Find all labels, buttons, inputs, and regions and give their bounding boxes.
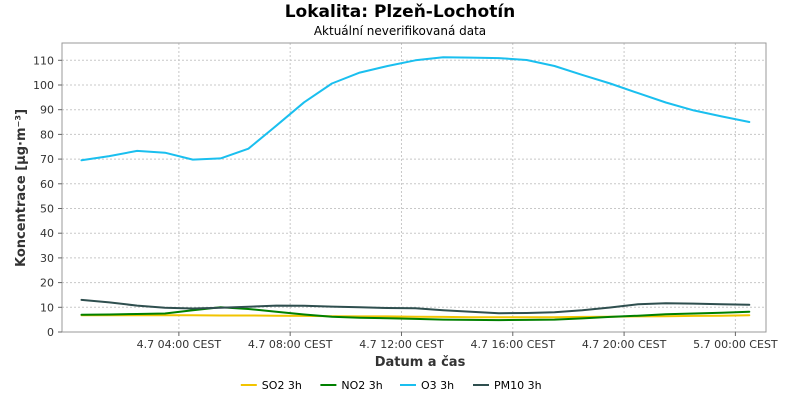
x-tick-label: 4.7 08:00 CEST	[248, 338, 333, 351]
legend-label: PM10 3h	[494, 379, 542, 392]
x-tick-label: 4.7 12:00 CEST	[359, 338, 444, 351]
legend-item-o3-3h: O3 3h	[400, 379, 454, 392]
series-line-o3-3h	[80, 56, 751, 162]
y-axis-ticks: 0 10 20 30 40 50 60 70 80 90 100 110	[33, 54, 62, 339]
series-lines	[80, 56, 751, 322]
y-tick-label: 100	[33, 79, 54, 92]
legend-item-pm10-3h: PM10 3h	[473, 379, 542, 392]
plot-area	[61, 42, 767, 333]
x-tick-label: 4.7 20:00 CEST	[582, 338, 667, 351]
y-tick-label: 90	[40, 104, 54, 117]
legend-item-no2-3h: NO2 3h	[320, 379, 383, 392]
y-tick-label: 20	[40, 277, 54, 290]
y-tick-label: 30	[40, 252, 54, 265]
x-tick-label: 4.7 04:00 CEST	[137, 338, 222, 351]
series-line-no2-3h	[80, 306, 751, 322]
y-tick-label: 110	[33, 54, 54, 67]
y-tick-label: 40	[40, 227, 54, 240]
legend-item-so2-3h: SO2 3h	[240, 379, 302, 392]
y-axis-title: Koncentrace [µg·m⁻³]	[14, 109, 29, 267]
legend-label: SO2 3h	[262, 379, 302, 392]
chart-subtitle: Aktuální neverifikovaná data	[314, 24, 486, 38]
x-axis-title: Datum a čas	[375, 355, 466, 370]
y-tick-label: 10	[40, 301, 54, 314]
y-tick-label: 0	[47, 326, 54, 339]
y-tick-label: 80	[40, 128, 54, 141]
series-line-pm10-3h	[80, 298, 751, 315]
y-tick-label: 60	[40, 178, 54, 191]
x-tick-label: 4.7 16:00 CEST	[471, 338, 556, 351]
chart-title: Lokalita: Plzeň-Lochotín	[285, 2, 516, 22]
x-axis-ticks: 4.7 04:00 CEST 4.7 08:00 CEST 4.7 12:00 CE…	[137, 332, 778, 351]
legend: SO2 3h NO2 3h O3 3h PM10 3h	[240, 379, 542, 392]
x-tick-label: 5.7 00:00 CEST	[693, 338, 778, 351]
legend-label: NO2 3h	[341, 379, 382, 392]
y-tick-label: 70	[40, 153, 54, 166]
y-tick-label: 50	[40, 202, 54, 215]
legend-label: O3 3h	[421, 379, 454, 392]
